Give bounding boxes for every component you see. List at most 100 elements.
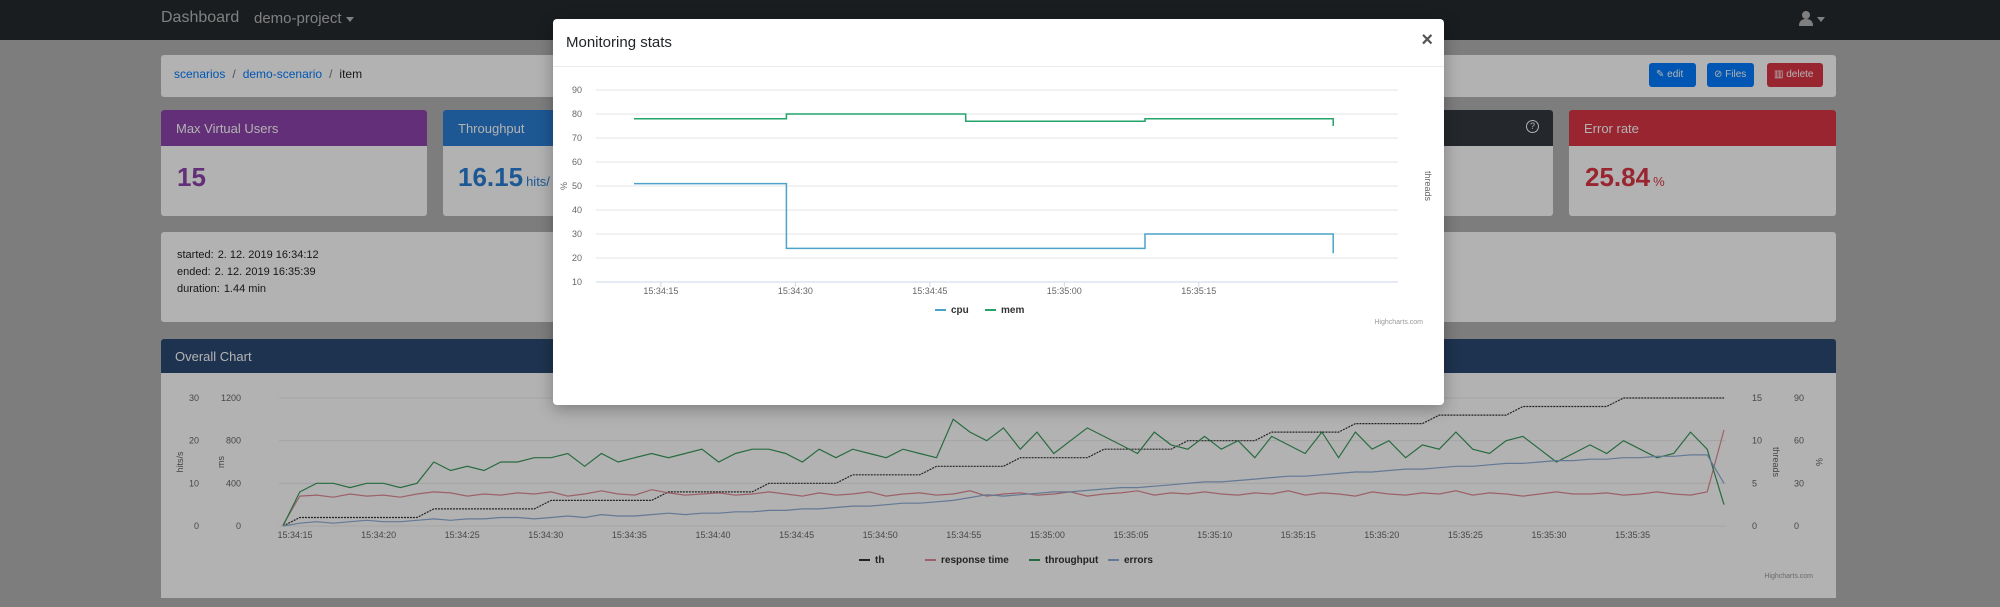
x-tick-label: 15:35:30 xyxy=(1531,530,1566,540)
y-tick-label: 0 xyxy=(236,521,241,531)
pencil-icon: ✎ xyxy=(1656,69,1665,80)
modal-header: Monitoring stats × xyxy=(553,19,1444,67)
x-tick-label: 15:34:30 xyxy=(528,530,563,540)
error-rate-value: 25.84% xyxy=(1585,162,1665,193)
y-tick-label: 50 xyxy=(572,181,582,191)
series-line-mem[interactable] xyxy=(634,113,1334,126)
overall-chart-card: 30 20 10 0 1200 800 400 0 15 10 5 0 90 60 30 0 hits/s ms t… xyxy=(161,373,1836,598)
y-tick-label: 60 xyxy=(572,157,582,167)
stat-card-max-users-header: Max Virtual Users xyxy=(161,110,427,146)
y-tick-label: 400 xyxy=(226,478,241,488)
series-line-th[interactable] xyxy=(282,397,1724,527)
x-tick-label: 15:35:35 xyxy=(1615,530,1650,540)
x-tick-label: 15:35:20 xyxy=(1364,530,1399,540)
files-button-label: Files xyxy=(1725,69,1747,80)
throughput-number: 16.15 xyxy=(458,162,524,192)
x-tick-label: 15:35:15 xyxy=(1281,530,1316,540)
x-tick-label: 15:35:25 xyxy=(1448,530,1483,540)
throughput-unit: hits/ xyxy=(526,174,550,189)
series-line-response-time[interactable] xyxy=(282,429,1725,526)
x-tick-label: 15:35:15 xyxy=(1181,286,1216,296)
modal-title: Monitoring stats xyxy=(566,34,672,51)
y-tick-label: 0 xyxy=(1794,521,1799,531)
y-tick-label: 5 xyxy=(1752,478,1757,488)
x-tick-label: 15:34:35 xyxy=(612,530,647,540)
x-tick-label: 15:34:20 xyxy=(361,530,396,540)
legend-item-cpu[interactable]: cpu xyxy=(951,305,969,316)
edit-button-label: edit xyxy=(1667,69,1684,80)
x-tick-label: 15:35:00 xyxy=(1030,530,1065,540)
trash-icon: ▥ xyxy=(1774,69,1784,80)
error-rate-unit: % xyxy=(1653,174,1665,189)
edit-button[interactable]: ✎ edit xyxy=(1649,63,1696,87)
breadcrumb: scenarios / demo-scenario / item xyxy=(174,67,362,81)
breadcrumb-separator: / xyxy=(232,67,236,81)
x-tick-label: 15:35:00 xyxy=(1047,286,1082,296)
y-tick-label: 30 xyxy=(572,229,582,239)
x-tick-label: 15:34:15 xyxy=(643,286,678,296)
x-tick-label: 15:34:45 xyxy=(779,530,814,540)
series-line-errors[interactable] xyxy=(282,454,1725,527)
x-tick-label: 15:34:30 xyxy=(778,286,813,296)
y-tick-label: 30 xyxy=(189,393,199,403)
y-tick-label: 60 xyxy=(1794,436,1804,446)
y-tick-label: 80 xyxy=(572,109,582,119)
y2-axis-title: threads xyxy=(1423,171,1433,202)
breadcrumb-scenario-link[interactable]: demo-scenario xyxy=(242,67,323,81)
y-tick-label: 70 xyxy=(572,133,582,143)
y-tick-label: 10 xyxy=(572,277,582,287)
legend-item-throughput[interactable]: throughput xyxy=(1045,555,1099,566)
y-tick-label: 30 xyxy=(1794,478,1804,488)
close-icon[interactable]: × xyxy=(1421,29,1433,51)
y-tick-label: 1200 xyxy=(221,393,241,403)
y-tick-label: 10 xyxy=(1752,436,1762,446)
monitoring-stats-modal: Monitoring stats × 10 20 30 40 50 60 70 80 90 15:… xyxy=(553,19,1444,405)
duration-label: duration: xyxy=(177,283,220,295)
highcharts-credit[interactable]: Highcharts.com xyxy=(1764,573,1813,580)
ended-label: ended: xyxy=(177,266,211,278)
y-tick-label: 90 xyxy=(1794,393,1804,403)
legend-item-response-time[interactable]: response time xyxy=(941,555,1009,566)
x-tick-label: 15:35:10 xyxy=(1197,530,1232,540)
files-button[interactable]: ⊘ Files xyxy=(1707,63,1754,87)
breadcrumb-scenarios-link[interactable]: scenarios xyxy=(174,67,226,81)
throughput-value: 16.15 hits/ xyxy=(458,162,550,193)
series-line-throughput[interactable] xyxy=(282,418,1725,527)
help-icon[interactable]: ? xyxy=(1526,120,1539,133)
breadcrumb-current: item xyxy=(339,67,363,81)
series-line-cpu[interactable] xyxy=(634,182,1334,254)
legend-item-th[interactable]: th xyxy=(875,555,884,566)
y-tick-label: 0 xyxy=(194,521,199,531)
legend-item-mem[interactable]: mem xyxy=(1001,305,1024,316)
y-axis-title-pct: % xyxy=(1814,458,1824,466)
monitoring-chart-area: 10 20 30 40 50 60 70 80 90 15:34:15 15:34:30 15:34:… xyxy=(553,68,1444,405)
legend-item-errors[interactable]: errors xyxy=(1124,555,1153,566)
started-label: started: xyxy=(177,249,214,261)
x-tick-label: 15:35:05 xyxy=(1113,530,1148,540)
stat-card-error-rate-header: Error rate xyxy=(1569,110,1836,146)
x-tick-label: 15:34:25 xyxy=(445,530,480,540)
y-tick-label: 20 xyxy=(572,253,582,263)
delete-button[interactable]: ▥ delete xyxy=(1767,63,1823,87)
run-info: started: 2. 12. 2019 16:34:12 ended: 2. 12… xyxy=(177,247,319,298)
ended-value: 2. 12. 2019 16:35:39 xyxy=(214,266,316,278)
y-tick-label: 40 xyxy=(572,205,582,215)
y-tick-label: 0 xyxy=(1752,521,1757,531)
x-tick-label: 15:34:45 xyxy=(912,286,947,296)
max-users-number: 15 xyxy=(177,162,206,192)
y-axis-title-ms: ms xyxy=(216,456,226,468)
delete-button-label: delete xyxy=(1786,69,1814,80)
y-tick-label: 90 xyxy=(572,85,582,95)
x-tick-label: 15:34:40 xyxy=(695,530,730,540)
y-axis-title-hits: hits/s xyxy=(175,451,185,473)
y-tick-label: 15 xyxy=(1752,393,1762,403)
y-tick-label: 800 xyxy=(226,436,241,446)
breadcrumb-separator: / xyxy=(329,67,333,81)
x-tick-label: 15:34:15 xyxy=(277,530,312,540)
started-value: 2. 12. 2019 16:34:12 xyxy=(217,249,319,261)
max-users-value: 15 xyxy=(177,162,206,193)
x-tick-label: 15:34:50 xyxy=(863,530,898,540)
paperclip-icon: ⊘ xyxy=(1714,69,1723,80)
highcharts-credit[interactable]: Highcharts.com xyxy=(1374,319,1423,326)
error-rate-number: 25.84 xyxy=(1585,162,1651,192)
